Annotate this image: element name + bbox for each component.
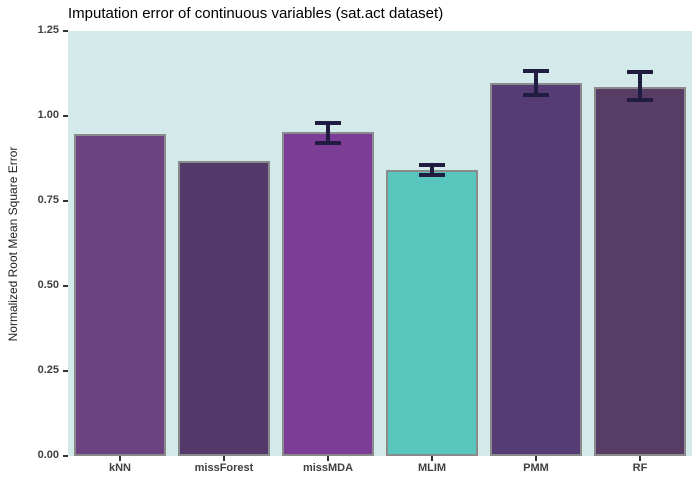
bar-missMDA [282, 132, 374, 456]
x-tick-label-PMM: PMM [523, 462, 549, 474]
x-tick-RF [639, 456, 641, 461]
y-tick-label-1.00: 1.00 [37, 109, 59, 121]
error-bar-cap-low-RF [627, 98, 653, 102]
y-tick-1.00 [63, 115, 68, 117]
bar-MLIM [386, 170, 478, 456]
x-tick-kNN [119, 456, 121, 461]
bar-RF [594, 87, 686, 456]
x-tick-missForest [223, 456, 225, 461]
y-tick-0.75 [63, 200, 68, 202]
error-bar-cap-low-MLIM [419, 173, 445, 177]
y-axis-title: Normalized Root Mean Square Error [6, 146, 20, 342]
error-bar-cap-high-missMDA [315, 121, 341, 125]
x-tick-missMDA [327, 456, 329, 461]
error-bar-cap-high-RF [627, 70, 653, 74]
x-tick-label-missForest: missForest [194, 462, 254, 474]
x-tick-PMM [535, 456, 537, 461]
error-bar-cap-high-PMM [523, 69, 549, 73]
y-tick-label-0.25: 0.25 [37, 364, 59, 376]
y-tick-0.25 [63, 370, 68, 372]
y-tick-label-1.25: 1.25 [37, 24, 59, 36]
bar-missForest [178, 161, 270, 456]
y-tick-0.50 [63, 285, 68, 287]
bar-kNN [74, 134, 166, 456]
plot-panel [68, 31, 692, 456]
error-bar-cap-high-MLIM [419, 163, 445, 167]
y-tick-label-0.75: 0.75 [37, 194, 59, 206]
error-bar-stem-MLIM [430, 165, 434, 175]
x-tick-label-missMDA: missMDA [302, 462, 354, 474]
x-tick-label-kNN: kNN [108, 462, 131, 474]
x-tick-label-MLIM: MLIM [417, 462, 447, 474]
error-bar-stem-PMM [534, 71, 538, 95]
bar-PMM [490, 83, 582, 456]
x-tick-label-RF: RF [632, 462, 648, 474]
x-tick-MLIM [431, 456, 433, 461]
y-tick-label-0.50: 0.50 [37, 279, 59, 291]
error-bar-stem-missMDA [326, 123, 330, 143]
error-bar-stem-RF [638, 72, 642, 100]
error-bar-cap-low-missMDA [315, 141, 341, 145]
y-tick-label-0.00: 0.00 [37, 449, 59, 461]
y-tick-1.25 [63, 30, 68, 32]
error-bar-cap-low-PMM [523, 93, 549, 97]
y-tick-0.00 [63, 455, 68, 457]
chart-title: Imputation error of continuous variables… [68, 5, 444, 22]
